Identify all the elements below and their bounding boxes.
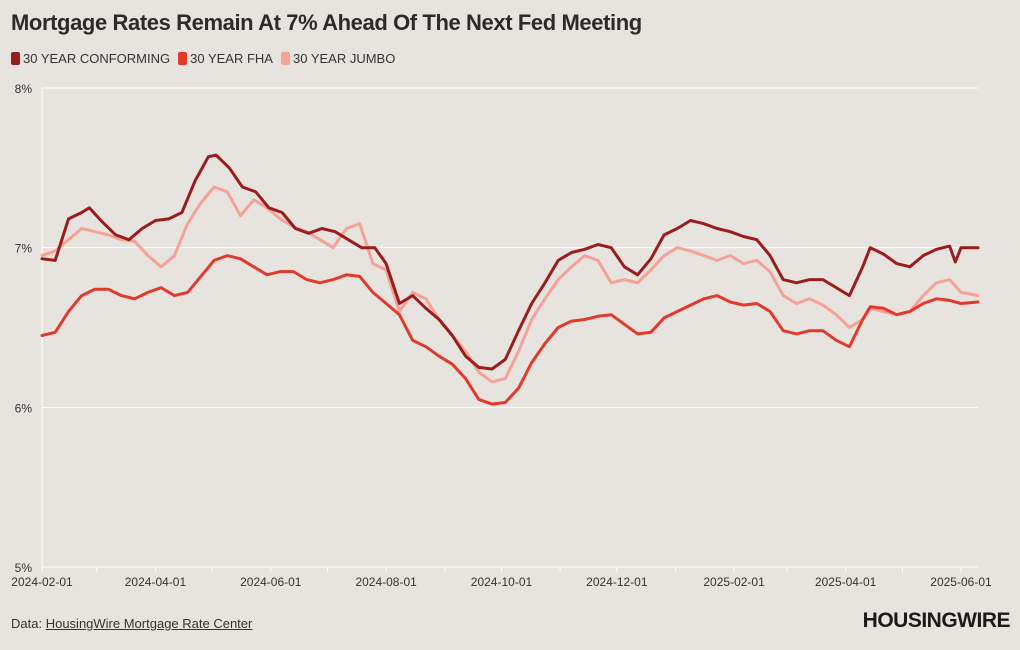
legend-label-fha: 30 YEAR FHA	[190, 51, 273, 66]
y-tick-label: 5%	[15, 561, 33, 575]
x-tick-label: 2025-04-01	[815, 575, 877, 589]
legend-item-fha[interactable]: 30 YEAR FHA	[178, 51, 273, 66]
source-link[interactable]: HousingWire Mortgage Rate Center	[45, 616, 253, 631]
x-tick-label: 2024-08-01	[355, 575, 417, 589]
y-tick-label: 7%	[15, 242, 33, 256]
series-line-30-year-jumbo	[40, 185, 980, 384]
x-tick-label: 2024-02-01	[11, 575, 73, 589]
chart-title: Mortgage Rates Remain At 7% Ahead Of The…	[11, 10, 642, 35]
chart-legend: 30 YEAR CONFORMING 30 YEAR FHA 30 YEAR J…	[11, 51, 395, 66]
source-note: Data: HousingWire Mortgage Rate Center	[11, 616, 252, 631]
legend-item-conforming[interactable]: 30 YEAR CONFORMING	[11, 51, 170, 66]
brand-logo: HOUSINGWIRE	[862, 609, 1011, 632]
legend-item-jumbo[interactable]: 30 YEAR JUMBO	[280, 51, 396, 66]
series-line-30-year-fha	[40, 254, 980, 406]
legend-swatch-conforming	[11, 52, 20, 65]
x-tick-label: 2024-06-01	[240, 575, 302, 589]
x-tick-label: 2024-12-01	[586, 575, 648, 589]
legend-label-jumbo: 30 YEAR JUMBO	[292, 51, 396, 66]
series-line-30-year-conforming	[40, 153, 980, 371]
legend-swatch-fha	[178, 52, 188, 65]
y-tick-label: 6%	[15, 401, 33, 415]
x-tick-label: 2024-04-01	[125, 575, 187, 589]
legend-label-conforming: 30 YEAR CONFORMING	[23, 51, 171, 66]
x-tick-label: 2025-06-01	[930, 575, 992, 589]
y-tick-label: 8%	[15, 82, 33, 96]
source-label: Data:	[11, 616, 43, 631]
line-chart: 5% 6% 7% 8% 2024-02-01 2024-04-01 2024-06-01 20…	[11, 82, 992, 589]
legend-swatch-jumbo	[280, 52, 290, 65]
x-tick-label: 2024-10-01	[471, 575, 533, 589]
x-tick-label: 2025-02-01	[703, 575, 765, 589]
